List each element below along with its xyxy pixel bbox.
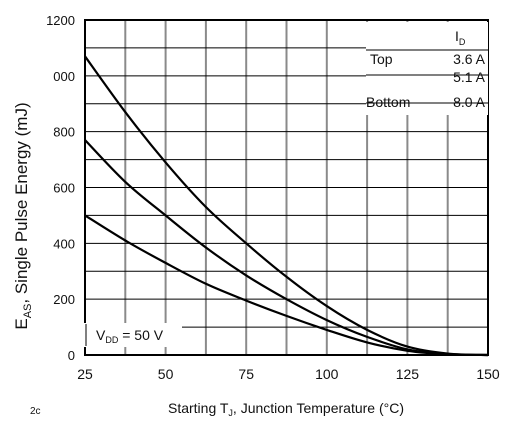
legend-row-1-value: 3.6 A bbox=[453, 51, 486, 67]
series-line-3 bbox=[84, 214, 489, 357]
legend-row-3-position: Bottom bbox=[366, 94, 410, 110]
y-axis-label: EAS, Single Pulse Energy (mJ) bbox=[12, 102, 34, 329]
vdd-annotation: VDD = 50 V bbox=[84, 323, 182, 347]
y-axis-label-rest: , Single Pulse Energy (mJ) bbox=[12, 102, 31, 303]
y-tick-label: 800 bbox=[53, 125, 75, 140]
plot-frame bbox=[84, 19, 489, 356]
vdd-annotation-rest: = 50 V bbox=[118, 327, 163, 343]
y-tick-label: 1200 bbox=[46, 13, 75, 28]
vdd-annotation-background bbox=[84, 323, 182, 347]
series-line-1 bbox=[84, 55, 489, 357]
legend: ID Top 3.6 A 5.1 A Bottom 8.0 A bbox=[366, 22, 488, 115]
y-tick-label: 200 bbox=[53, 292, 75, 307]
y-tick-label: 400 bbox=[53, 236, 75, 251]
y-tick-label: 0 bbox=[68, 348, 75, 363]
x-tick-label: 50 bbox=[158, 366, 174, 382]
vdd-annotation-text: VDD = 50 V bbox=[96, 327, 164, 345]
y-axis-ticks: 0 200 400 600 800 000 1200 bbox=[46, 13, 75, 363]
corner-mark: 2c bbox=[30, 406, 41, 417]
legend-header-sub: D bbox=[459, 37, 466, 47]
x-axis-label: Starting TJ, Junction Temperature (°C) bbox=[168, 400, 404, 418]
x-tick-label: 125 bbox=[396, 366, 420, 382]
x-axis-label-main: Starting T bbox=[168, 400, 229, 416]
y-axis-label-main: E bbox=[12, 318, 31, 329]
legend-row-2-value: 5.1 A bbox=[453, 69, 486, 85]
y-tick-label: 000 bbox=[53, 69, 75, 84]
y-tick-label: 600 bbox=[53, 181, 75, 196]
x-axis-ticks: 25 50 75 100 125 150 bbox=[77, 366, 500, 382]
legend-header-main: I bbox=[455, 28, 459, 44]
x-axis-label-rest: , Junction Temperature (°C) bbox=[233, 400, 404, 416]
series-group bbox=[84, 55, 489, 357]
legend-row-3-value: 8.0 A bbox=[453, 94, 486, 110]
x-tick-label: 150 bbox=[476, 366, 500, 382]
x-tick-label: 100 bbox=[315, 366, 339, 382]
y-axis-label-sub: AS bbox=[22, 304, 34, 319]
legend-row-1-position: Top bbox=[370, 51, 393, 67]
x-tick-label: 25 bbox=[77, 366, 93, 382]
legend-header: ID bbox=[455, 28, 466, 47]
vdd-annotation-sub: DD bbox=[105, 335, 118, 345]
x-axis-label-sub: J bbox=[228, 408, 233, 418]
x-tick-label: 75 bbox=[238, 366, 254, 382]
legend-background bbox=[366, 22, 488, 115]
vdd-annotation-main: V bbox=[96, 327, 106, 343]
